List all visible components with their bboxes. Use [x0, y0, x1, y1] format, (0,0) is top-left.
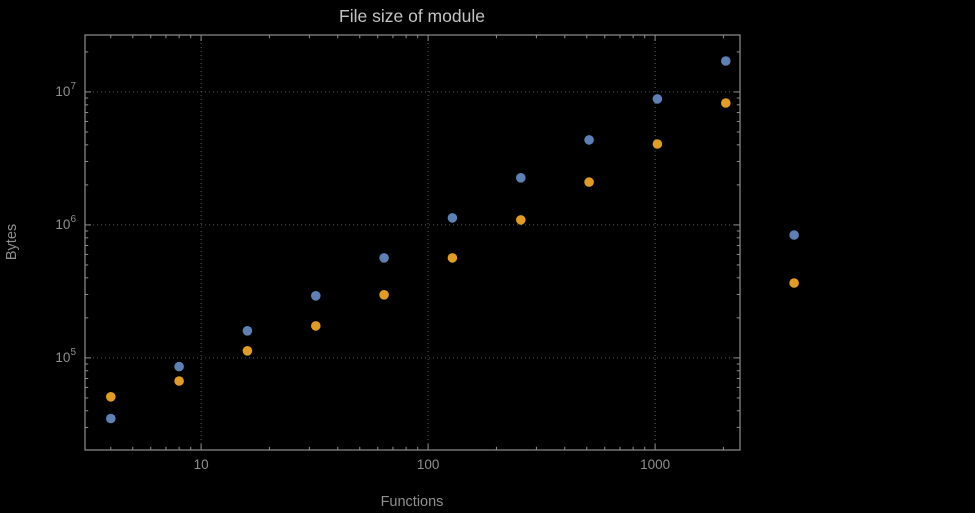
chart-title: File size of module	[339, 6, 485, 26]
y-tick-label: 105	[55, 347, 76, 365]
data-point-series-blue	[516, 173, 526, 183]
x-tick-label: 10	[194, 457, 209, 472]
data-point-series-orange	[174, 376, 184, 386]
x-tick-label: 1000	[640, 457, 670, 472]
data-point-series-orange	[789, 278, 799, 288]
data-point-series-blue	[789, 230, 799, 240]
data-point-series-orange	[379, 290, 389, 300]
data-point-series-orange	[516, 215, 526, 225]
data-point-series-orange	[106, 392, 116, 402]
tick-marks	[85, 35, 740, 450]
data-point-series-blue	[584, 135, 594, 145]
data-point-series-orange	[311, 321, 321, 331]
data-point-series-orange	[652, 139, 663, 149]
tick-labels: 10 100 1000 105 106 107	[55, 81, 670, 472]
x-tick-label: 100	[417, 457, 440, 472]
data-point-series-blue	[242, 326, 253, 336]
plot-frame	[84, 34, 741, 451]
data-point-series-blue	[447, 213, 458, 223]
data-point-series-orange	[721, 98, 731, 108]
data-point-series-orange	[447, 253, 458, 263]
frame-rect	[84, 34, 741, 451]
data-points	[106, 56, 799, 424]
x-axis-label: Functions	[381, 494, 444, 510]
data-point-series-orange	[584, 177, 594, 187]
data-point-series-blue	[652, 94, 663, 104]
data-point-series-blue	[721, 56, 731, 66]
data-point-series-orange	[242, 346, 253, 356]
gridlines	[85, 35, 740, 450]
y-tick-label: 107	[55, 81, 76, 99]
y-tick-label: 106	[55, 214, 76, 232]
data-point-series-blue	[174, 361, 184, 372]
y-axis-label: Bytes	[4, 224, 20, 260]
data-point-series-blue	[106, 413, 116, 424]
data-point-series-blue	[311, 291, 321, 301]
data-point-series-blue	[379, 253, 389, 263]
